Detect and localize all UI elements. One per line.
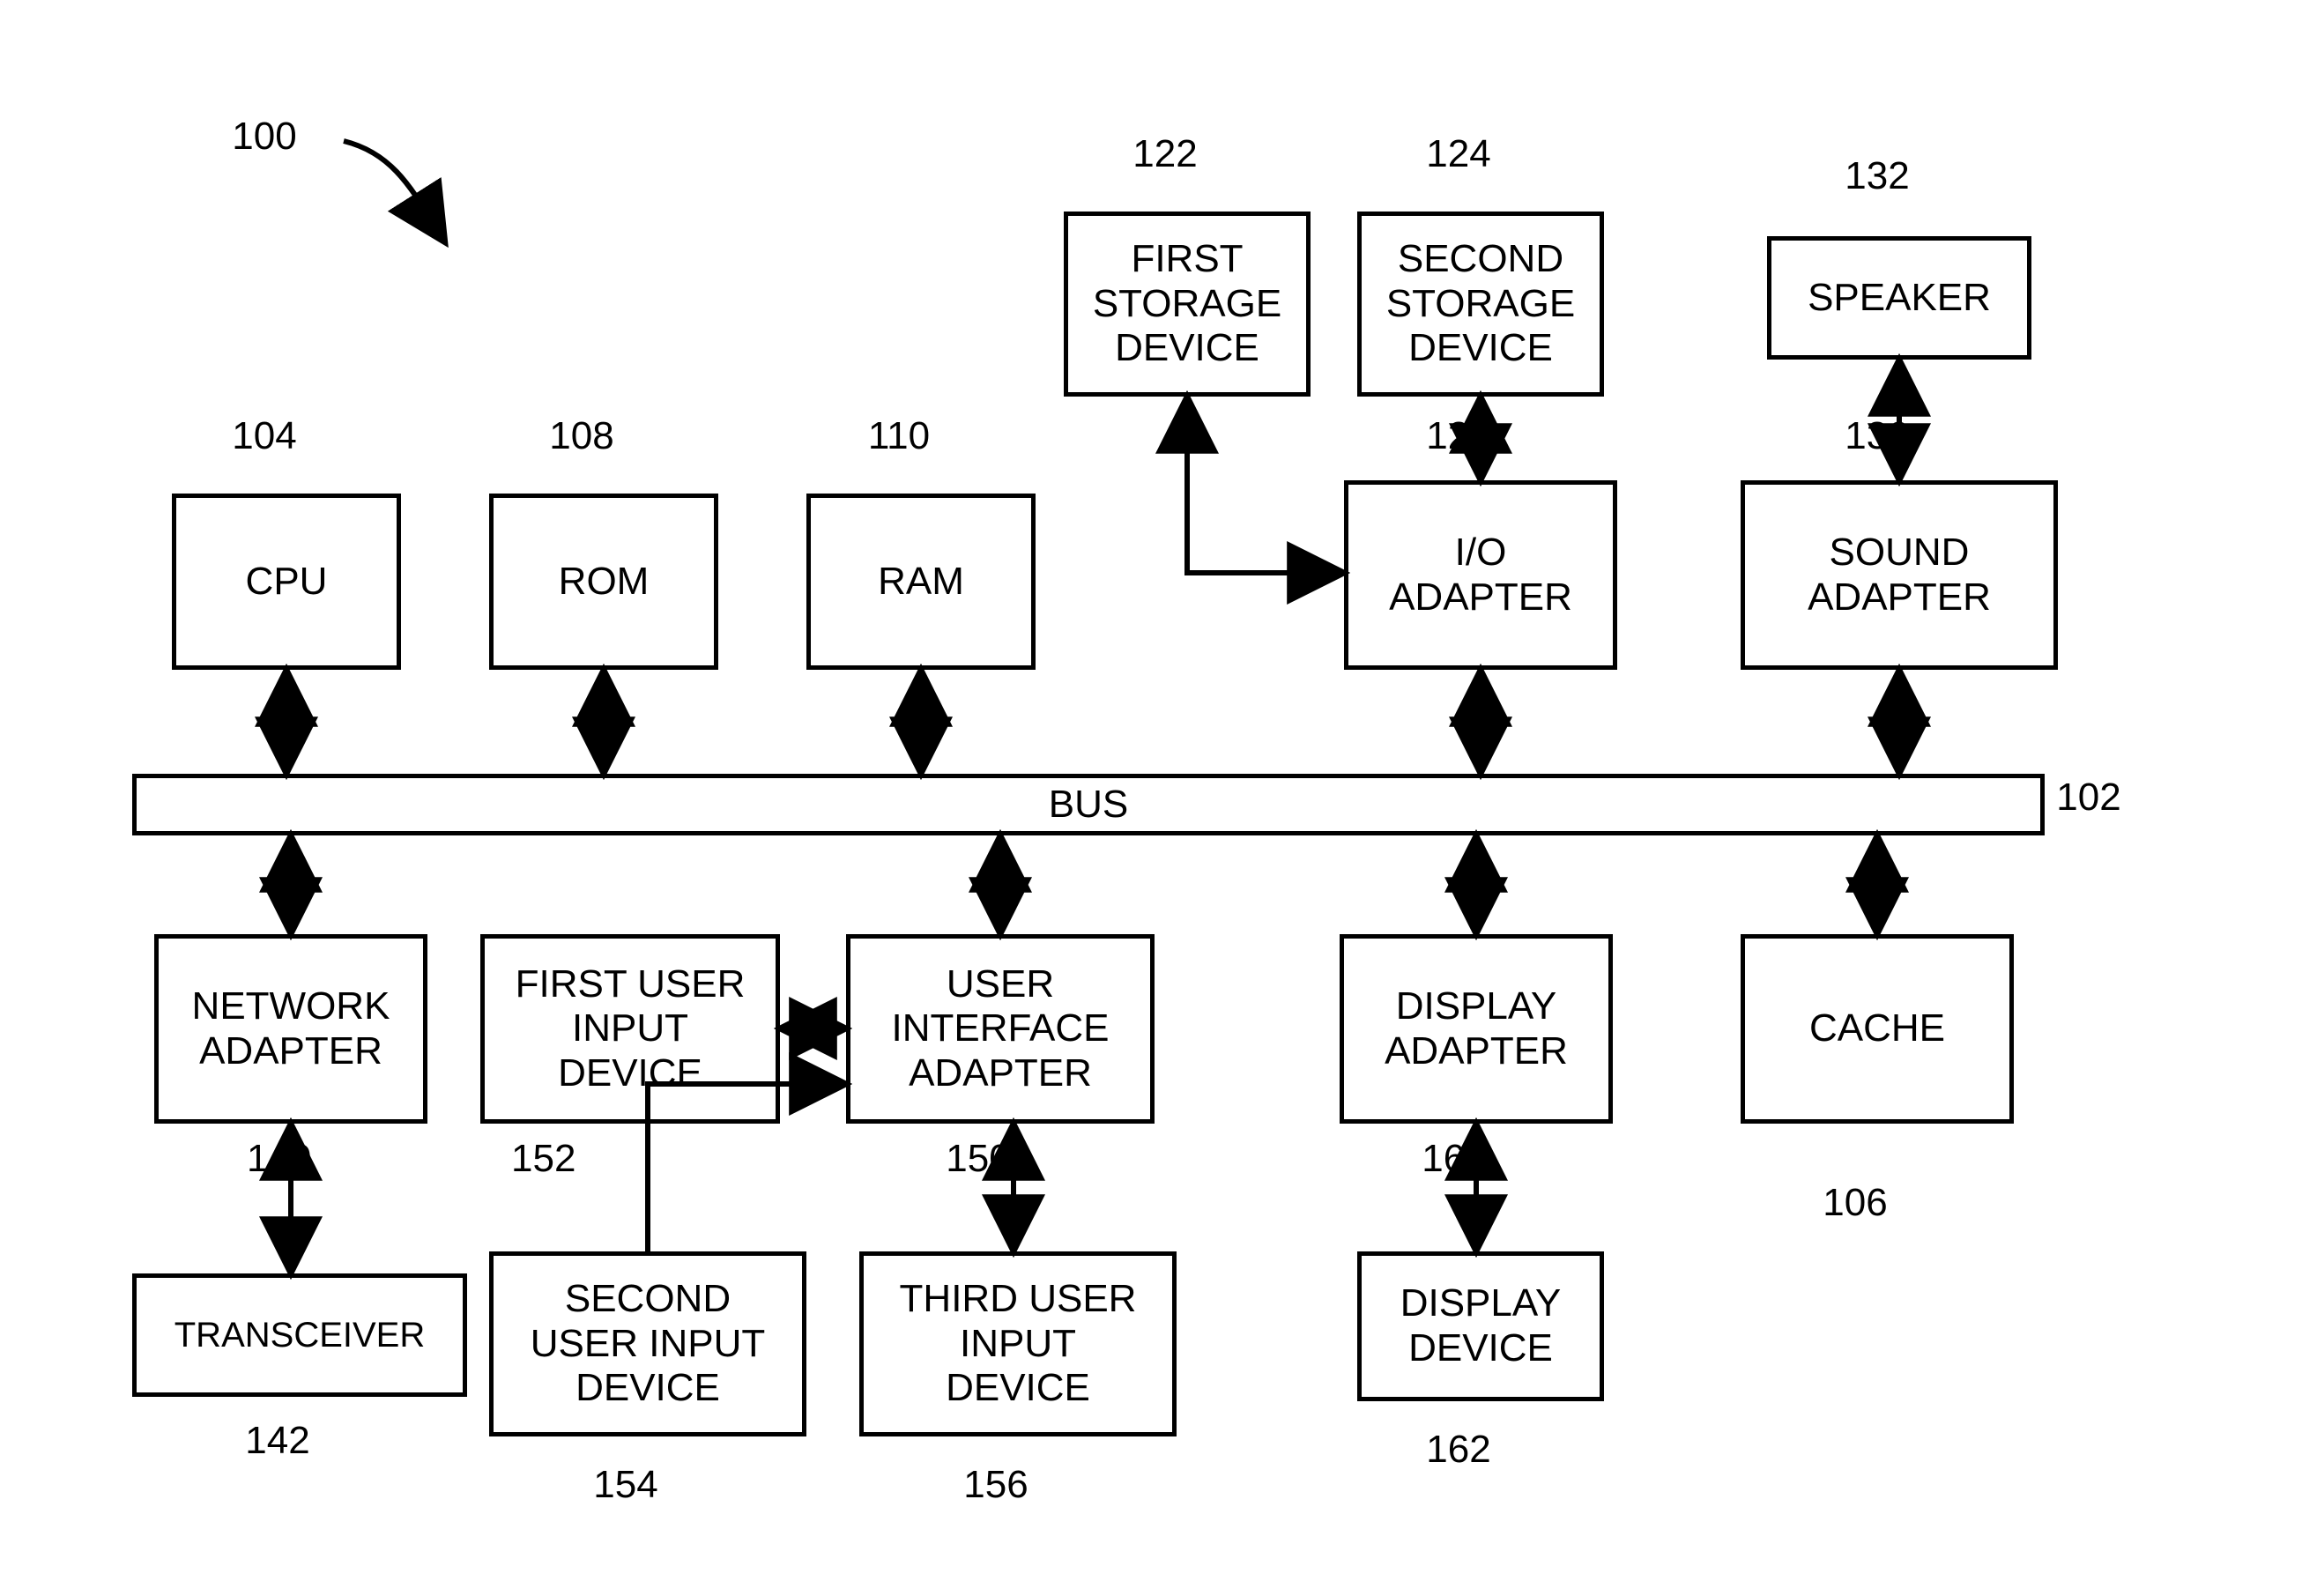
ref-network_adapter: 140	[247, 1137, 335, 1181]
diagram-stage: 100 FIRSTSTORAGEDEVICE 122 SECONDSTORAGEDE…	[0, 0, 2302, 1596]
block-io_adapter: I/OADAPTER	[1344, 480, 1617, 670]
block-first_storage: FIRSTSTORAGEDEVICE	[1064, 212, 1311, 397]
block-label: USERINTERFACEADAPTER	[888, 959, 1113, 1100]
ref-bus: 102	[2045, 776, 2133, 820]
ref-first_storage: 122	[1121, 132, 1209, 176]
block-label: CACHE	[1806, 1003, 1949, 1055]
ref-display_device: 162	[1415, 1428, 1503, 1472]
block-label: I/OADAPTER	[1385, 527, 1576, 623]
block-second_storage: SECONDSTORAGEDEVICE	[1357, 212, 1604, 397]
ref-transceiver: 142	[234, 1419, 322, 1463]
figure-ref-label: 100	[212, 115, 317, 159]
block-label: DISPLAYADAPTER	[1381, 981, 1571, 1077]
ref-io_adapter: 120	[1415, 414, 1503, 458]
block-sound_adapter: SOUNDADAPTER	[1741, 480, 2058, 670]
block-ram: RAM	[806, 494, 1036, 670]
block-label: NETWORKADAPTER	[189, 981, 394, 1077]
connector-1ststorage-io	[1187, 397, 1344, 573]
block-cache: CACHE	[1741, 934, 2014, 1124]
ref-rom: 108	[538, 414, 626, 458]
block-label: BUS	[1045, 779, 1132, 831]
block-label: SOUNDADAPTER	[1804, 527, 1994, 623]
block-label: TRANSCEIVER	[171, 1311, 429, 1359]
ref-second_storage: 124	[1415, 132, 1503, 176]
block-label: THIRD USERINPUTDEVICE	[896, 1273, 1140, 1414]
block-second_uid: SECONDUSER INPUTDEVICE	[489, 1251, 806, 1436]
block-ui_adapter: USERINTERFACEADAPTER	[846, 934, 1155, 1124]
ref-speaker: 132	[1833, 154, 1921, 198]
ref-first_uid: 152	[511, 1137, 599, 1181]
figure-ref-arrow	[344, 141, 445, 242]
block-label: FIRST USERINPUTDEVICE	[512, 959, 749, 1100]
block-display_device: DISPLAYDEVICE	[1357, 1251, 1604, 1401]
block-transceiver: TRANSCEIVER	[132, 1273, 467, 1397]
ref-cache: 106	[1811, 1181, 1899, 1225]
ref-third_uid: 156	[952, 1463, 1040, 1507]
ref-display_adapter: 160	[1410, 1137, 1498, 1181]
block-label: SECONDUSER INPUTDEVICE	[527, 1273, 769, 1414]
block-label: CPU	[242, 556, 331, 608]
block-network_adapter: NETWORKADAPTER	[154, 934, 427, 1124]
ref-sound_adapter: 130	[1833, 414, 1921, 458]
ref-cpu: 104	[220, 414, 308, 458]
ref-second_uid: 154	[582, 1463, 670, 1507]
block-bus: BUS	[132, 774, 2045, 835]
block-display_adapter: DISPLAYADAPTER	[1340, 934, 1613, 1124]
block-third_uid: THIRD USERINPUTDEVICE	[859, 1251, 1177, 1436]
block-label: SECONDSTORAGEDEVICE	[1383, 234, 1578, 375]
block-cpu: CPU	[172, 494, 401, 670]
ref-ram: 110	[855, 414, 943, 458]
block-label: ROM	[555, 556, 653, 608]
block-rom: ROM	[489, 494, 718, 670]
ref-ui_adapter: 150	[934, 1137, 1022, 1181]
block-label: FIRSTSTORAGEDEVICE	[1089, 234, 1285, 375]
block-label: DISPLAYDEVICE	[1397, 1278, 1565, 1374]
block-label: SPEAKER	[1804, 272, 1994, 324]
block-first_uid: FIRST USERINPUTDEVICE	[480, 934, 780, 1124]
block-label: RAM	[874, 556, 968, 608]
block-speaker: SPEAKER	[1767, 236, 2031, 360]
